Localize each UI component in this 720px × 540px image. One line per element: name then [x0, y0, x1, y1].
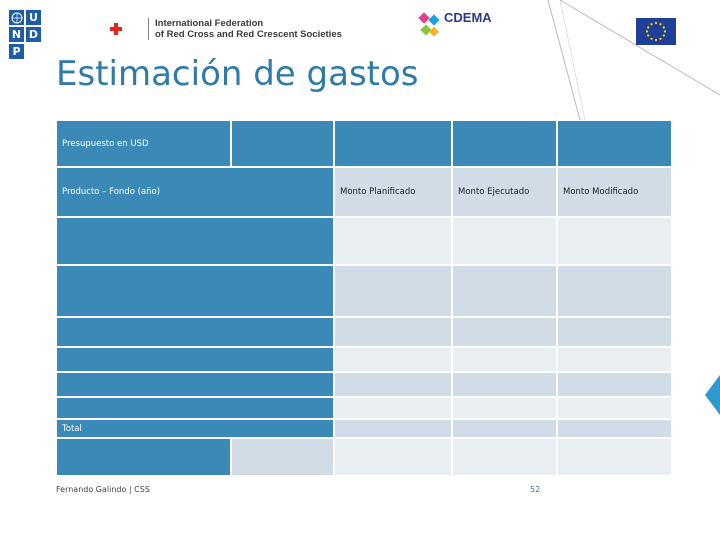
table-cell [557, 265, 672, 317]
table-cell [334, 397, 452, 419]
ifrc-logo: International Federation of Red Cross an… [108, 18, 342, 40]
table-cell [557, 397, 672, 419]
table-cell [56, 217, 334, 265]
table-cell [56, 372, 334, 397]
table-cell [56, 397, 334, 419]
table-cell [557, 438, 672, 476]
table-cell [56, 438, 231, 476]
table-cell [452, 397, 557, 419]
red-cross-crescent-icon [110, 23, 134, 35]
footer-author: Fernando Galindo | CSS [56, 485, 150, 494]
table-cell [452, 217, 557, 265]
cdema-logo: CDEMA [418, 10, 503, 46]
table-cell [452, 317, 557, 347]
ifrc-line1: International Federation [155, 18, 264, 29]
cdema-emblem-icon [418, 12, 440, 37]
un-globe-icon [9, 10, 24, 25]
table-cell [452, 347, 557, 372]
table-cell [56, 317, 334, 347]
table-cell [334, 438, 452, 476]
undp-letter: N [9, 27, 24, 42]
table-cell [557, 419, 672, 438]
table-header-planned: Monto Planificado [334, 167, 452, 217]
table-header-product: Producto – Fondo (año) [56, 167, 334, 217]
table-cell [56, 347, 334, 372]
table-cell [231, 120, 334, 167]
cdema-name: CDEMA [444, 10, 492, 25]
undp-letter: P [9, 44, 24, 59]
table-cell [557, 372, 672, 397]
table-cell [231, 438, 334, 476]
eu-logo [636, 18, 676, 45]
table-cell [557, 120, 672, 167]
table-cell [452, 120, 557, 167]
table-cell [56, 265, 334, 317]
table-cell [452, 265, 557, 317]
table-header-executed: Monto Ejecutado [452, 167, 557, 217]
table-cell [334, 372, 452, 397]
table-cell [334, 217, 452, 265]
table-total-label: Total [56, 419, 334, 438]
table-header-budget: Presupuesto en USD [56, 120, 231, 167]
table-cell [452, 438, 557, 476]
page-number: 52 [530, 485, 541, 494]
table-header-modified: Monto Modificado [557, 167, 672, 217]
table-cell [334, 317, 452, 347]
table-cell [334, 347, 452, 372]
table-cell [334, 265, 452, 317]
budget-table: Presupuesto en USD Producto – Fondo (año… [56, 120, 672, 476]
slide-title: Estimación de gastos [56, 54, 419, 94]
table-cell [334, 120, 452, 167]
table-cell [452, 419, 557, 438]
table-cell [557, 217, 672, 265]
undp-letter: U [26, 10, 41, 25]
table-cell [557, 347, 672, 372]
ifrc-line2: of Red Cross and Red Crescent Societies [155, 29, 342, 40]
undp-letter: D [26, 27, 41, 42]
eu-flag-icon [636, 18, 676, 45]
table-cell [557, 317, 672, 347]
table-cell [334, 419, 452, 438]
undp-logo: U N D P [9, 10, 41, 59]
table-cell [452, 372, 557, 397]
